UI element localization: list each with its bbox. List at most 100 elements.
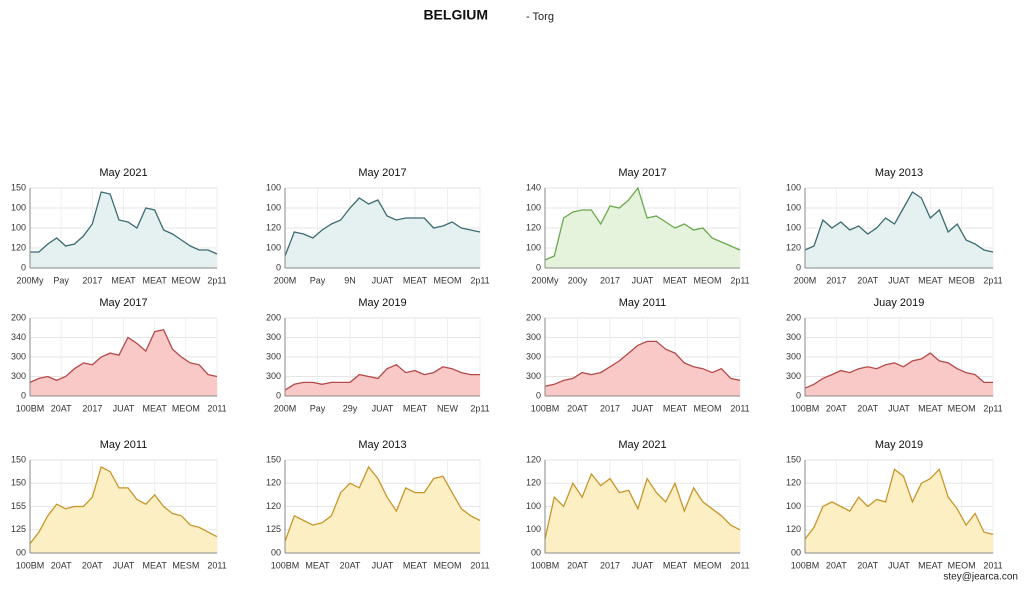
y-tick-label: 140 <box>526 182 541 192</box>
area-line <box>804 191 994 253</box>
area-fill <box>285 198 480 268</box>
area-fill <box>30 329 217 396</box>
x-tick-label: 20AT <box>340 560 361 570</box>
x-tick-label: MEAT <box>305 560 330 570</box>
chart-title: May 2017 <box>618 167 666 179</box>
chart-title: Juay 2019 <box>874 297 925 309</box>
x-tick-label: Pay <box>53 275 69 285</box>
y-tick-label: 00 <box>271 547 281 557</box>
x-tick-label: MEOM <box>694 275 722 285</box>
x-tick-label: 100BM <box>531 560 560 570</box>
y-tick-label: 300 <box>11 371 26 381</box>
y-tick-label: 200 <box>786 312 801 322</box>
y-tick-label: 0 <box>796 262 801 272</box>
x-tick-label: MEAT <box>918 275 943 285</box>
x-tick-label: JUAT <box>372 275 394 285</box>
chart-title: May 2017 <box>99 297 147 309</box>
x-tick-label: MEOM <box>948 403 976 413</box>
x-tick-label: MEAT <box>111 275 136 285</box>
x-tick-label: 2011 <box>730 403 749 413</box>
y-tick-label: 100 <box>266 182 281 192</box>
area-line <box>544 340 741 387</box>
y-tick-label: 300 <box>266 371 281 381</box>
area-fill <box>805 353 993 396</box>
y-tick-label: 120 <box>526 222 541 232</box>
x-tick-label: MEOW <box>171 275 201 285</box>
x-tick-label: 200M <box>794 275 817 285</box>
area-fill <box>285 467 480 553</box>
y-tick-label: 120 <box>526 478 541 488</box>
x-tick-label: MEOM <box>694 560 722 570</box>
x-tick-label: 2011 <box>207 560 226 570</box>
chart-title: May 2013 <box>358 439 406 451</box>
y-tick-label: 100 <box>526 242 541 252</box>
y-tick-label: 100 <box>11 222 26 232</box>
y-tick-label: 125 <box>266 524 281 534</box>
x-tick-label: 2011 <box>730 560 749 570</box>
y-tick-label: 120 <box>266 501 281 511</box>
area-line <box>284 465 481 542</box>
x-tick-label: MEAT <box>663 560 688 570</box>
x-tick-label: JUAT <box>632 275 654 285</box>
y-tick-label: 150 <box>11 182 26 192</box>
x-tick-label: JUAT <box>372 403 394 413</box>
x-tick-label: 100BM <box>271 560 300 570</box>
area-fill <box>545 473 740 553</box>
y-tick-label: 300 <box>786 371 801 381</box>
x-tick-label: JUAT <box>113 560 135 570</box>
x-tick-label: MEAT <box>918 403 943 413</box>
y-tick-label: 100 <box>266 202 281 212</box>
area-fill <box>545 341 740 396</box>
y-tick-label: 0 <box>21 262 26 272</box>
x-tick-label: JUAT <box>888 560 910 570</box>
area-line <box>30 191 218 255</box>
x-tick-label: MEAT <box>403 403 428 413</box>
area-line <box>284 364 480 391</box>
x-tick-label: MEOM <box>948 560 976 570</box>
x-tick-label: 100BM <box>531 403 560 413</box>
y-tick-label: 0 <box>21 390 26 400</box>
x-tick-label: NEW <box>437 403 459 413</box>
x-tick-label: 20AT <box>51 403 72 413</box>
y-tick-label: 00 <box>531 547 541 557</box>
x-tick-label: MEOM <box>172 403 200 413</box>
x-tick-label: 2p11 <box>207 275 226 285</box>
area-fill <box>30 192 217 268</box>
x-tick-label: 20AT <box>51 560 72 570</box>
chart-title: May 2019 <box>358 297 406 309</box>
y-tick-label: 300 <box>786 332 801 342</box>
chart-title: May 2017 <box>358 167 406 179</box>
chart-title: May 2021 <box>618 439 666 451</box>
x-tick-label: 200My <box>16 275 44 285</box>
x-tick-label: 29y <box>343 403 358 413</box>
x-tick-label: MEAT <box>403 560 428 570</box>
x-tick-label: 200M <box>274 275 297 285</box>
y-tick-label: 300 <box>11 351 26 361</box>
area-fill <box>30 467 217 553</box>
x-tick-label: MEAT <box>142 560 167 570</box>
y-tick-label: 100 <box>526 524 541 534</box>
x-tick-label: 100BM <box>16 403 45 413</box>
area-line <box>544 186 741 261</box>
area-line <box>804 468 994 540</box>
x-tick-label: JUAT <box>632 403 654 413</box>
x-tick-label: MEAT <box>142 275 167 285</box>
chart-title: May 2013 <box>875 167 923 179</box>
y-tick-label: 100 <box>786 202 801 212</box>
y-tick-label: 00 <box>791 547 801 557</box>
x-tick-label: 2p11 <box>470 275 489 285</box>
area-line <box>544 472 741 540</box>
x-tick-label: 2p11 <box>983 403 1002 413</box>
y-tick-label: 155 <box>11 501 26 511</box>
y-tick-label: 300 <box>526 371 541 381</box>
x-tick-label: 20AT <box>857 560 878 570</box>
y-tick-label: 0 <box>796 390 801 400</box>
y-tick-label: 300 <box>266 351 281 361</box>
y-tick-label: 120 <box>786 478 801 488</box>
x-tick-label: 2017 <box>82 403 102 413</box>
y-tick-label: 0 <box>536 262 541 272</box>
y-tick-label: 120 <box>786 242 801 252</box>
x-tick-label: MEOM <box>434 275 462 285</box>
x-tick-label: 20AT <box>567 403 588 413</box>
